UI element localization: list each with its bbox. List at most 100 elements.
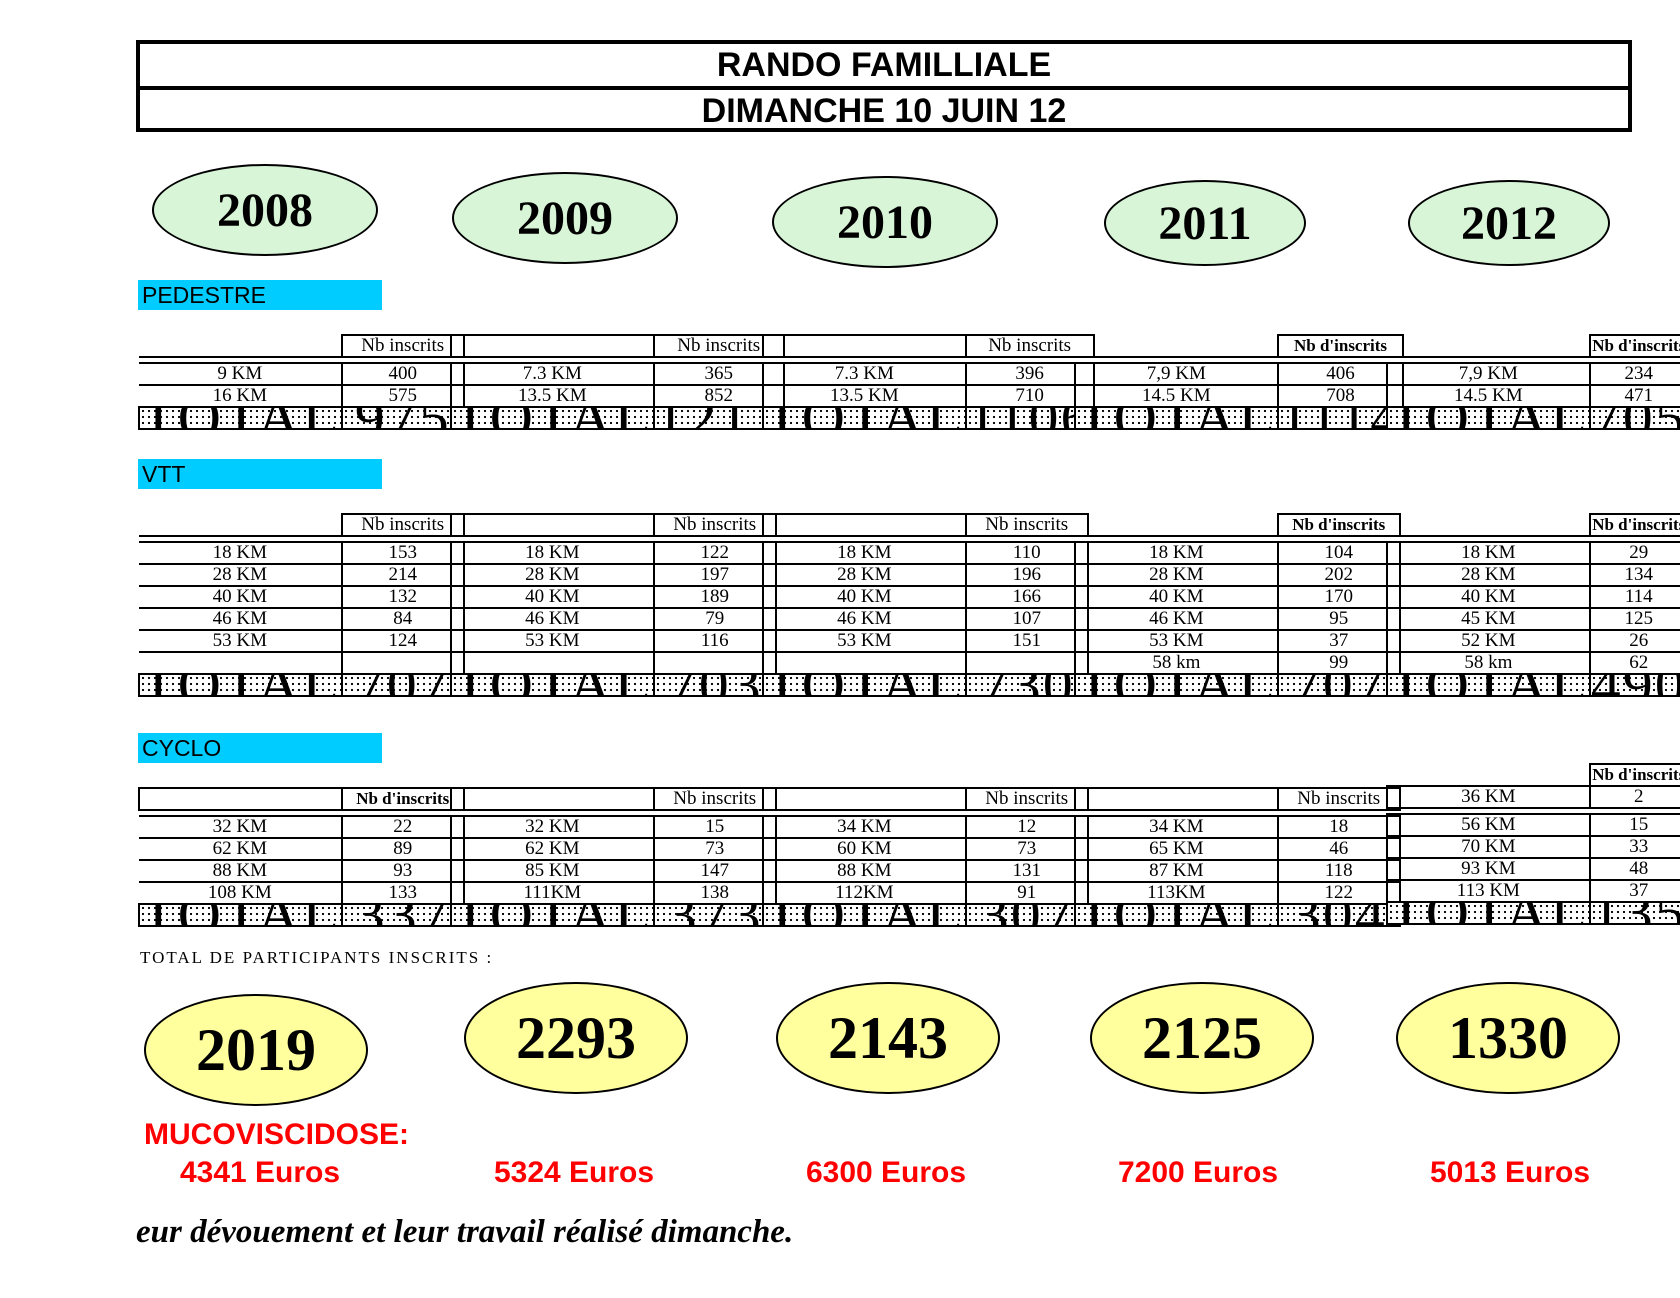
donation-amount-2011: 7200 Euros	[1117, 1156, 1279, 1189]
table-row: 14.5 KM 471	[1386, 384, 1680, 408]
table-row: 112KM 91	[762, 881, 1089, 905]
table-row: 65 KM 46	[1074, 837, 1401, 861]
table-row: 87 KM 118	[1074, 859, 1401, 883]
donation-amount-2012: 5013 Euros	[1429, 1156, 1591, 1189]
table-row: 52 KM 26	[1386, 629, 1680, 653]
table-row: 53 KM 124	[139, 629, 465, 653]
table-row: 93 KM 48	[1386, 857, 1680, 881]
table-row: 13.5 KM 852	[450, 384, 785, 408]
column-header: Nb inscrits	[340, 513, 465, 537]
table-row: 111KM 138	[450, 881, 777, 905]
table-row: 70 KM 33	[1386, 835, 1680, 859]
column-header: Nb d'inscrits	[1588, 763, 1680, 787]
total-row: TOTAL705	[1386, 406, 1680, 430]
year-badge-2008: 2008	[152, 164, 378, 256]
donation-amount-2009: 5324 Euros	[493, 1156, 655, 1189]
table-row: 40 KM 189	[450, 585, 777, 609]
column-header: Nb inscrits	[964, 334, 1095, 358]
column-header: Nb d'inscrits	[1276, 334, 1405, 358]
table-row: 56 KM 15	[1386, 813, 1680, 837]
table-row: 13.5 KM 710	[762, 384, 1095, 408]
total-row: TOTAL1106	[762, 406, 1095, 430]
participants-total-2012: 1330	[1396, 982, 1620, 1094]
table-row: 62 KM 73	[450, 837, 777, 861]
table-row: 7.3 KM 396	[762, 362, 1095, 386]
table-row	[762, 651, 1089, 675]
total-row: TOTAL707	[138, 673, 465, 697]
table-row: 32 KM 22	[139, 815, 465, 839]
participants-total-2008: 2019	[144, 994, 368, 1106]
table-row: 14.5 KM 708	[1074, 384, 1405, 408]
column-header: Nb d'inscrits	[1276, 513, 1401, 537]
table-row: 45 KM 125	[1386, 607, 1680, 631]
table-row: 40 KM 166	[762, 585, 1089, 609]
column-header: Nb d'inscrits	[340, 787, 465, 811]
table-row: 36 KM 2	[1386, 785, 1680, 809]
section-label-vtt: VTT	[138, 459, 382, 489]
table-row: 60 KM 73	[762, 837, 1089, 861]
cyclo-table-2010: Nb inscrits 34 KM 12 60 KM 73 88 KM 131 112…	[762, 787, 1089, 927]
table-row: 28 KM 202	[1074, 563, 1401, 587]
column-header: Nb inscrits	[964, 787, 1089, 811]
section-label-pedestre: PEDESTRE	[138, 280, 382, 310]
vtt-table-2009: Nb inscrits 18 KM 122 28 KM 197 40 KM 189 4…	[450, 513, 777, 697]
column-header: Nb inscrits	[1276, 787, 1401, 811]
total-row: TOTAL135	[1386, 901, 1680, 925]
table-row	[450, 651, 777, 675]
table-row: 62 KM 89	[139, 837, 465, 861]
total-row: TOTAL707	[1074, 673, 1401, 697]
table-row: 53 KM 37	[1074, 629, 1401, 653]
table-row: 34 KM 18	[1074, 815, 1401, 839]
table-row: 40 KM 170	[1074, 585, 1401, 609]
table-row: 58 km 99	[1074, 651, 1401, 675]
year-badge-2011: 2011	[1104, 180, 1306, 266]
table-row: 28 KM 196	[762, 563, 1089, 587]
table-row: 88 KM 93	[139, 859, 465, 883]
year-badge-2012: 2012	[1408, 180, 1610, 266]
table-row: 46 KM 95	[1074, 607, 1401, 631]
participants-total-2009: 2293	[464, 982, 688, 1094]
closing-text: eur dévouement et leur travail réalisé d…	[136, 1214, 794, 1250]
total-row: TOTAL1217	[450, 406, 785, 430]
vtt-table-2011: Nb d'inscrits 18 KM 104 28 KM 202 40 KM 170…	[1074, 513, 1401, 697]
table-row: 113 KM 37	[1386, 879, 1680, 903]
title-box: RANDO FAMILLIALE DIMANCHE 10 JUIN 12	[136, 40, 1632, 132]
total-row: TOTAL337	[138, 903, 465, 927]
table-row: 18 KM 153	[139, 541, 465, 565]
table-row: 34 KM 12	[762, 815, 1089, 839]
table-row: 7,9 KM 234	[1386, 362, 1680, 386]
participants-total-2010: 2143	[776, 982, 1000, 1094]
table-row: 7,9 KM 406	[1074, 362, 1405, 386]
participants-label: TOTAL DE PARTICIPANTS INSCRITS :	[140, 948, 494, 967]
table-row: 7.3 KM 365	[450, 362, 785, 386]
participants-total-2011: 2125	[1090, 982, 1314, 1094]
column-header: Nb inscrits	[652, 787, 777, 811]
table-row: 108 KM 133	[139, 881, 465, 905]
table-row: 28 KM 214	[139, 563, 465, 587]
column-header: Nb d'inscrits	[1588, 513, 1680, 537]
total-row: TOTAL307	[762, 903, 1089, 927]
table-row: 32 KM 15	[450, 815, 777, 839]
year-badge-2009: 2009	[452, 172, 678, 264]
total-row: TOTAL975	[138, 406, 465, 430]
table-row: 88 KM 131	[762, 859, 1089, 883]
column-header: Nb inscrits	[652, 513, 777, 537]
column-header: Nb d'inscrits	[1588, 334, 1680, 358]
table-row: 113KM 122	[1074, 881, 1401, 905]
cyclo-table-2012: Nb d'inscrits 36 KM 2 56 KM 15 70 KM 33 93 …	[1386, 763, 1680, 925]
vtt-table-2010: Nb inscrits 18 KM 110 28 KM 196 40 KM 166 4…	[762, 513, 1089, 697]
table-row: 46 KM 79	[450, 607, 777, 631]
page-title: RANDO FAMILLIALE	[140, 44, 1628, 90]
event-date: DIMANCHE 10 JUIN 12	[701, 92, 1067, 130]
vtt-table-2008: Nb inscrits 18 KM 153 28 KM 214 40 KM 132 4…	[138, 513, 465, 697]
table-row: 9 KM 400	[139, 362, 465, 386]
cyclo-table-2009: Nb inscrits 32 KM 15 62 KM 73 85 KM 147 111…	[450, 787, 777, 927]
total-row: TOTAL730	[762, 673, 1089, 697]
column-header: Nb inscrits	[964, 513, 1089, 537]
table-row: 58 km 62	[1386, 651, 1680, 675]
table-row: 28 KM 197	[450, 563, 777, 587]
table-row: 18 KM 122	[450, 541, 777, 565]
